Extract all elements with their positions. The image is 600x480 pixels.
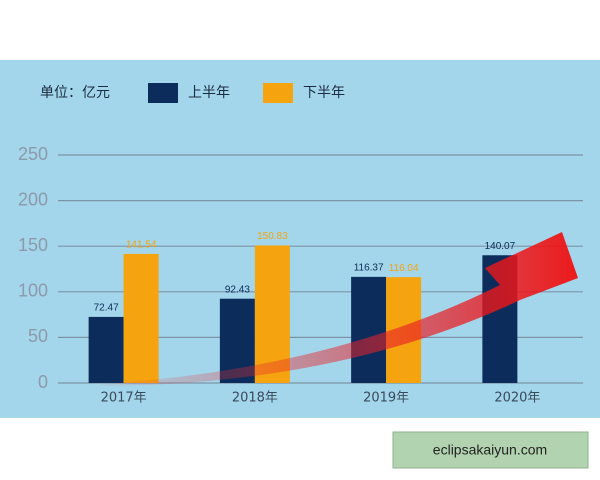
y-tick-label: 50 [28,326,48,346]
watermark: eclipsakaiyun.com [433,442,547,458]
y-tick-label: 0 [38,372,48,392]
value-label: 150.83 [257,231,288,242]
x-tick-label: 2018年 [232,391,278,406]
trend-arrow [100,232,578,386]
legend-swatch [148,83,178,103]
bars: 72.47 141.54 92.43 150.83 116.37 116.04 140.07 [88,231,518,383]
grid: 0 50 100 150 200 250 2017年 2018年 2019年 2020年 [18,144,583,406]
bar [351,276,387,383]
bar [88,316,124,383]
unit-label: 单位：亿元 [40,85,110,101]
legend: 上半年 下半年 [148,83,345,103]
value-label: 141.54 [126,240,157,251]
legend-label: 上半年 [188,85,230,101]
value-label: 72.47 [94,303,119,314]
x-tick-label: 2020年 [494,391,540,406]
value-label: 140.07 [485,241,516,252]
value-label: 116.04 [389,263,419,274]
value-label: 116.37 [354,263,384,274]
x-tick-label: 2019年 [363,391,409,406]
y-tick-label: 200 [18,189,48,209]
bar [123,253,159,383]
y-tick-label: 150 [18,235,48,255]
y-tick-label: 250 [18,144,48,164]
legend-label: 下半年 [303,85,345,101]
legend-swatch [263,83,293,103]
value-label: 92.43 [225,284,250,295]
watermark-box [392,431,589,469]
x-tick-label: 2017年 [101,391,147,406]
y-tick-label: 100 [18,281,48,301]
